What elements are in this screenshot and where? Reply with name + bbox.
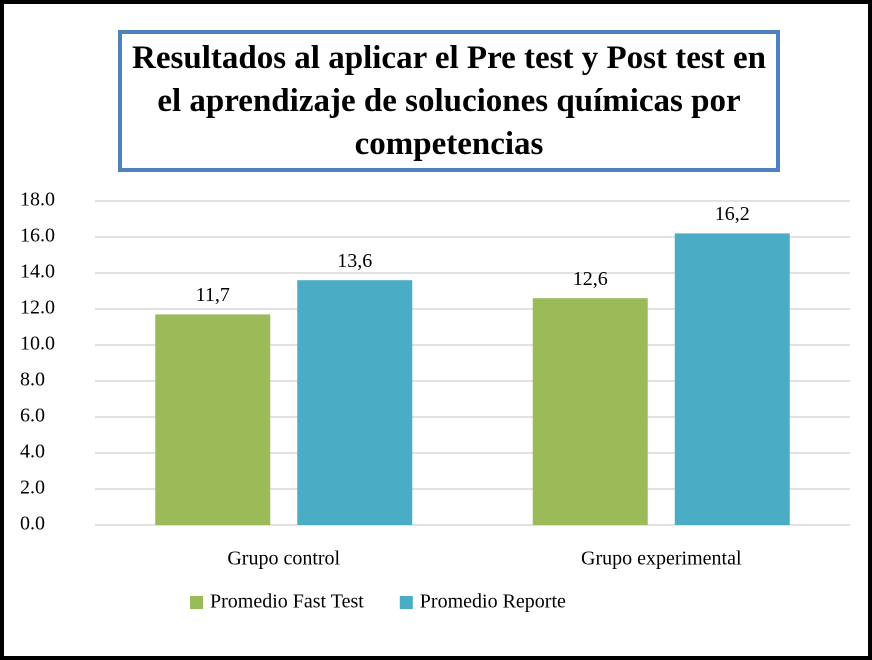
value-label: 13,6 [337,250,372,272]
legend-label: Promedio Reporte [420,591,566,613]
legend-swatch [190,596,203,609]
y-tick-label: 6.0 [20,405,45,427]
chart-title: Resultados al aplicar el Pre test y Post… [118,30,780,172]
bar [532,298,648,525]
y-tick-label: 0.0 [20,513,45,535]
y-tick-label: 14.0 [20,261,55,283]
value-label: 11,7 [196,284,230,306]
y-tick-label: 8.0 [20,369,45,391]
bar [155,314,271,525]
value-label: 12,6 [573,268,608,290]
y-tick-label: 18.0 [20,189,55,211]
bar [674,233,790,525]
y-tick-label: 4.0 [20,441,45,463]
x-tick-label: Grupo experimental [581,548,742,570]
legend-label: Promedio Fast Test [210,591,364,613]
y-tick-label: 10.0 [20,333,55,355]
y-tick-label: 12.0 [20,297,55,319]
y-tick-label: 16.0 [20,225,55,247]
legend-swatch [399,596,413,609]
bar [297,280,413,525]
x-tick-label: Grupo control [227,548,340,570]
y-tick-label: 2.0 [20,477,45,499]
value-label: 16,2 [715,203,750,225]
